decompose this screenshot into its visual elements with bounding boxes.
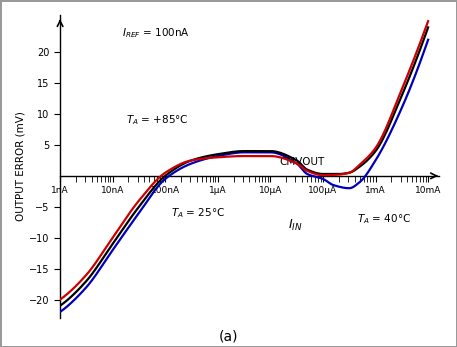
Text: $T_A$ = 40°C: $T_A$ = 40°C (357, 212, 411, 226)
Text: $T_A$ = +85°C: $T_A$ = +85°C (126, 113, 189, 127)
Text: $I_{REF}$ = 100nA: $I_{REF}$ = 100nA (122, 27, 190, 41)
Text: $I_{IN}$: $I_{IN}$ (288, 218, 303, 232)
Text: (a): (a) (219, 330, 238, 344)
Y-axis label: OUTPUT ERROR (mV): OUTPUT ERROR (mV) (15, 112, 25, 221)
Text: $T_A$ = 25°C: $T_A$ = 25°C (171, 206, 225, 220)
Text: CMVOUT: CMVOUT (280, 157, 325, 167)
